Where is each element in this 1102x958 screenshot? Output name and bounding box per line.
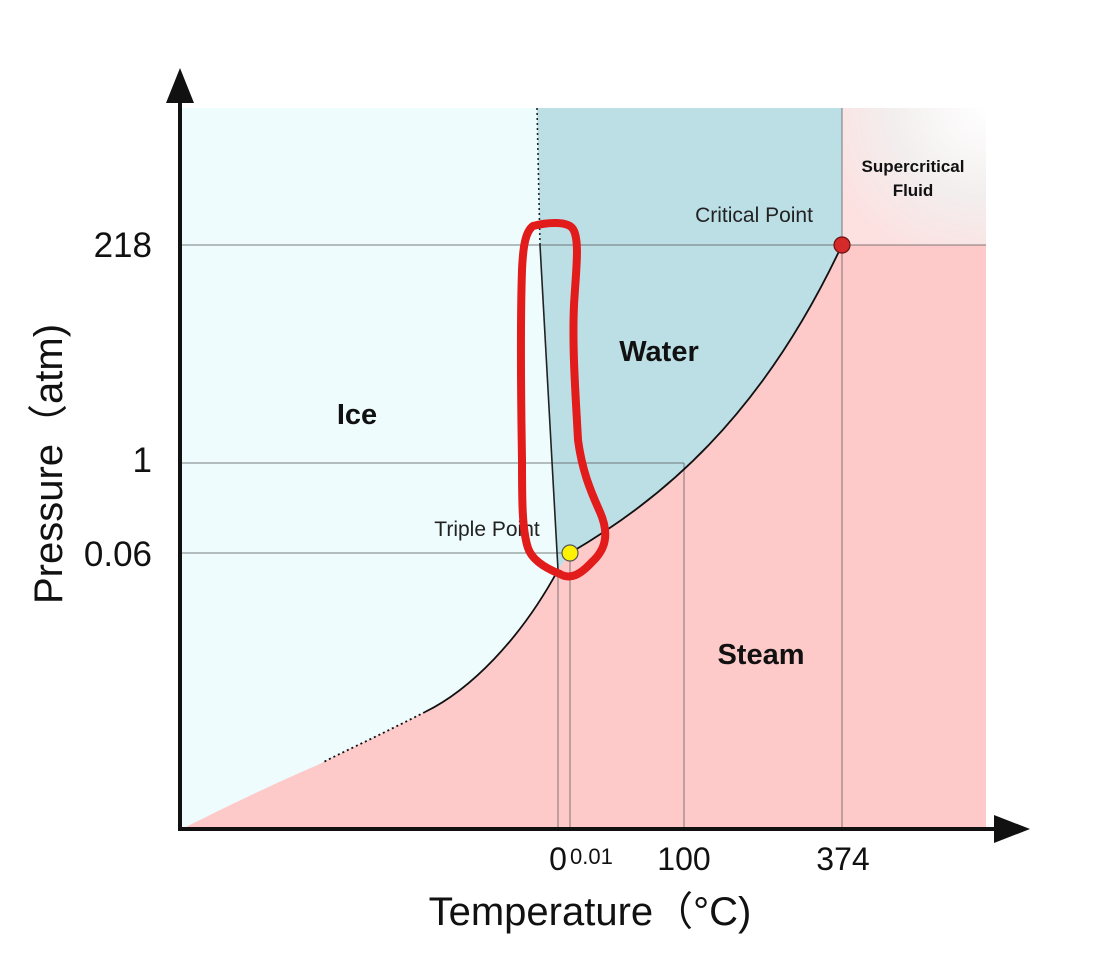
- steam-region: [182, 245, 986, 829]
- highlight-outline: [516, 219, 610, 581]
- x-tick-label-374: 374: [816, 841, 869, 877]
- sublimation-curve-dashed: [321, 711, 426, 764]
- region-label-supercritical-line2: Fluid: [893, 181, 934, 200]
- region-label-water: Water: [619, 336, 699, 368]
- critical-point-marker: [833, 236, 851, 254]
- y-axis-title: Pressure（atm): [27, 324, 71, 604]
- water-region: [537, 108, 842, 570]
- region-label-steam: Steam: [717, 639, 804, 671]
- axes: [166, 68, 1030, 843]
- region-label-ice: Ice: [337, 399, 377, 431]
- x-tick-label-0: 0: [549, 841, 567, 877]
- y-tick-label-218: 218: [94, 226, 152, 265]
- x-axis-title: Temperature（°C): [429, 890, 752, 934]
- x-axis-arrow: [994, 815, 1030, 843]
- melting-curve: [539, 244, 559, 571]
- critical-point-label: Critical Point: [695, 204, 813, 227]
- region-label-supercritical-line1: Supercritical: [862, 157, 965, 176]
- grid-lines: [180, 108, 986, 829]
- y-tick-label-0-06: 0.06: [84, 535, 152, 574]
- triple-point-marker: [561, 544, 579, 562]
- x-tick-label-0-01: 0.01: [570, 844, 613, 869]
- supercritical-region: [842, 108, 986, 245]
- x-tick-label-100: 100: [657, 841, 710, 877]
- y-axis-arrow: [166, 68, 194, 103]
- sublimation-curve: [424, 569, 559, 713]
- y-tick-label-1: 1: [133, 441, 152, 480]
- triple-point-label: Triple Point: [434, 518, 540, 541]
